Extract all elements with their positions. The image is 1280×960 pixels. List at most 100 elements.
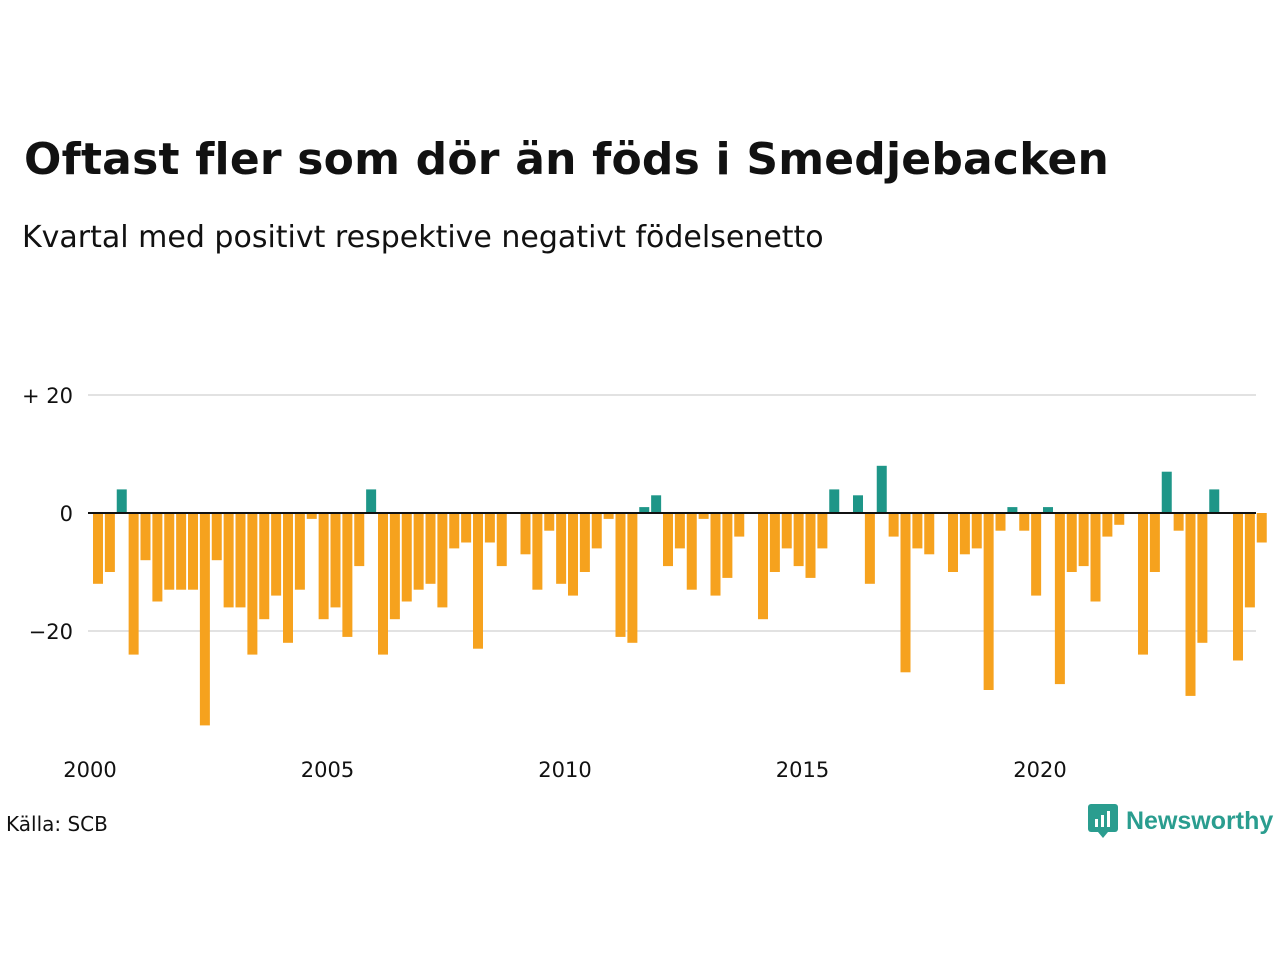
bar <box>437 513 448 608</box>
brand-name: Newsworthy <box>1126 806 1274 835</box>
bar <box>829 489 840 513</box>
bar <box>781 513 792 549</box>
bar <box>1233 513 1243 661</box>
bar <box>710 513 721 596</box>
x-tick-label: 2000 <box>63 758 116 782</box>
bar <box>1185 513 1196 696</box>
bar <box>983 513 994 690</box>
bar <box>425 513 436 584</box>
bar <box>473 513 483 649</box>
bar <box>651 495 662 513</box>
bar <box>758 513 768 620</box>
bar <box>1173 513 1184 531</box>
bar <box>532 513 543 590</box>
bar <box>93 513 103 584</box>
bar <box>971 513 982 549</box>
x-tick-label: 2010 <box>538 758 591 782</box>
bar <box>995 513 1006 531</box>
bar <box>674 513 685 549</box>
bar <box>1102 513 1113 537</box>
bar <box>306 513 317 519</box>
bar <box>140 513 151 561</box>
x-tick-label: 2005 <box>301 758 354 782</box>
bar <box>948 513 958 572</box>
bar <box>164 513 175 590</box>
bar <box>876 465 887 513</box>
bar <box>199 513 210 726</box>
bar <box>544 513 555 531</box>
bar <box>817 513 828 549</box>
bar <box>247 513 258 655</box>
bar <box>1209 489 1220 513</box>
x-axis-labels: 2000 2005 2010 2015 2020 <box>63 758 1066 782</box>
bar <box>318 513 329 620</box>
bar <box>579 513 590 572</box>
bar <box>663 513 673 567</box>
bar <box>330 513 341 608</box>
bar <box>686 513 697 590</box>
bar <box>1090 513 1101 602</box>
bar <box>461 513 472 543</box>
bar <box>211 513 222 561</box>
newsworthy-logo-icon <box>1088 804 1118 838</box>
bar <box>152 513 163 602</box>
bar <box>1019 513 1030 531</box>
bar <box>116 489 127 513</box>
bar <box>603 513 614 519</box>
bar <box>888 513 899 537</box>
y-tick-label: −20 <box>29 620 73 644</box>
bar <box>1197 513 1208 643</box>
bar <box>1066 513 1077 572</box>
y-tick-label: + 20 <box>22 384 73 408</box>
bar <box>294 513 305 590</box>
bar <box>342 513 353 637</box>
y-tick-label: 0 <box>60 502 73 526</box>
bar <box>556 513 567 584</box>
chart-title: Oftast fler som dör än föds i Smedjeback… <box>24 134 1110 185</box>
bar <box>912 513 923 549</box>
bar <box>1244 513 1255 608</box>
chart-subtitle: Kvartal med positivt respektive negativt… <box>22 220 824 255</box>
bar <box>924 513 935 555</box>
bar <box>864 513 875 584</box>
bar <box>615 513 626 637</box>
bar <box>568 513 578 596</box>
bar <box>104 513 115 572</box>
bar <box>1031 513 1042 596</box>
bar <box>698 513 709 519</box>
bar-chart: + 20 0 −20 2000 2005 2010 2015 2020 <box>22 384 1267 782</box>
bar <box>449 513 460 549</box>
bar <box>484 513 495 543</box>
bar <box>354 513 365 567</box>
bar <box>496 513 507 567</box>
bar <box>1007 507 1018 513</box>
source-note: Källa: SCB <box>6 812 108 836</box>
bar <box>805 513 816 578</box>
bars <box>93 465 1267 726</box>
bar <box>1054 513 1065 685</box>
bar <box>853 495 863 513</box>
bar <box>639 507 650 513</box>
bar <box>1138 513 1148 655</box>
bar <box>627 513 638 643</box>
bar <box>128 513 139 655</box>
bar <box>389 513 400 620</box>
bar <box>1256 513 1267 543</box>
bar <box>223 513 234 608</box>
bar <box>520 513 531 555</box>
bar <box>1114 513 1125 525</box>
bar <box>413 513 424 590</box>
bar <box>734 513 745 537</box>
bar <box>1078 513 1089 567</box>
bar <box>1161 471 1172 513</box>
bar <box>259 513 270 620</box>
bar <box>900 513 911 673</box>
bar <box>769 513 780 572</box>
bar <box>591 513 602 549</box>
bar <box>235 513 246 608</box>
x-tick-label: 2020 <box>1013 758 1066 782</box>
bar <box>366 489 377 513</box>
bar <box>176 513 187 590</box>
bar <box>401 513 412 602</box>
bar <box>271 513 282 596</box>
